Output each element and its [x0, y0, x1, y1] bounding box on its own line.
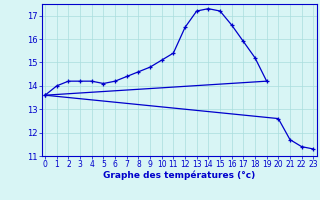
X-axis label: Graphe des températures (°c): Graphe des températures (°c): [103, 171, 255, 180]
